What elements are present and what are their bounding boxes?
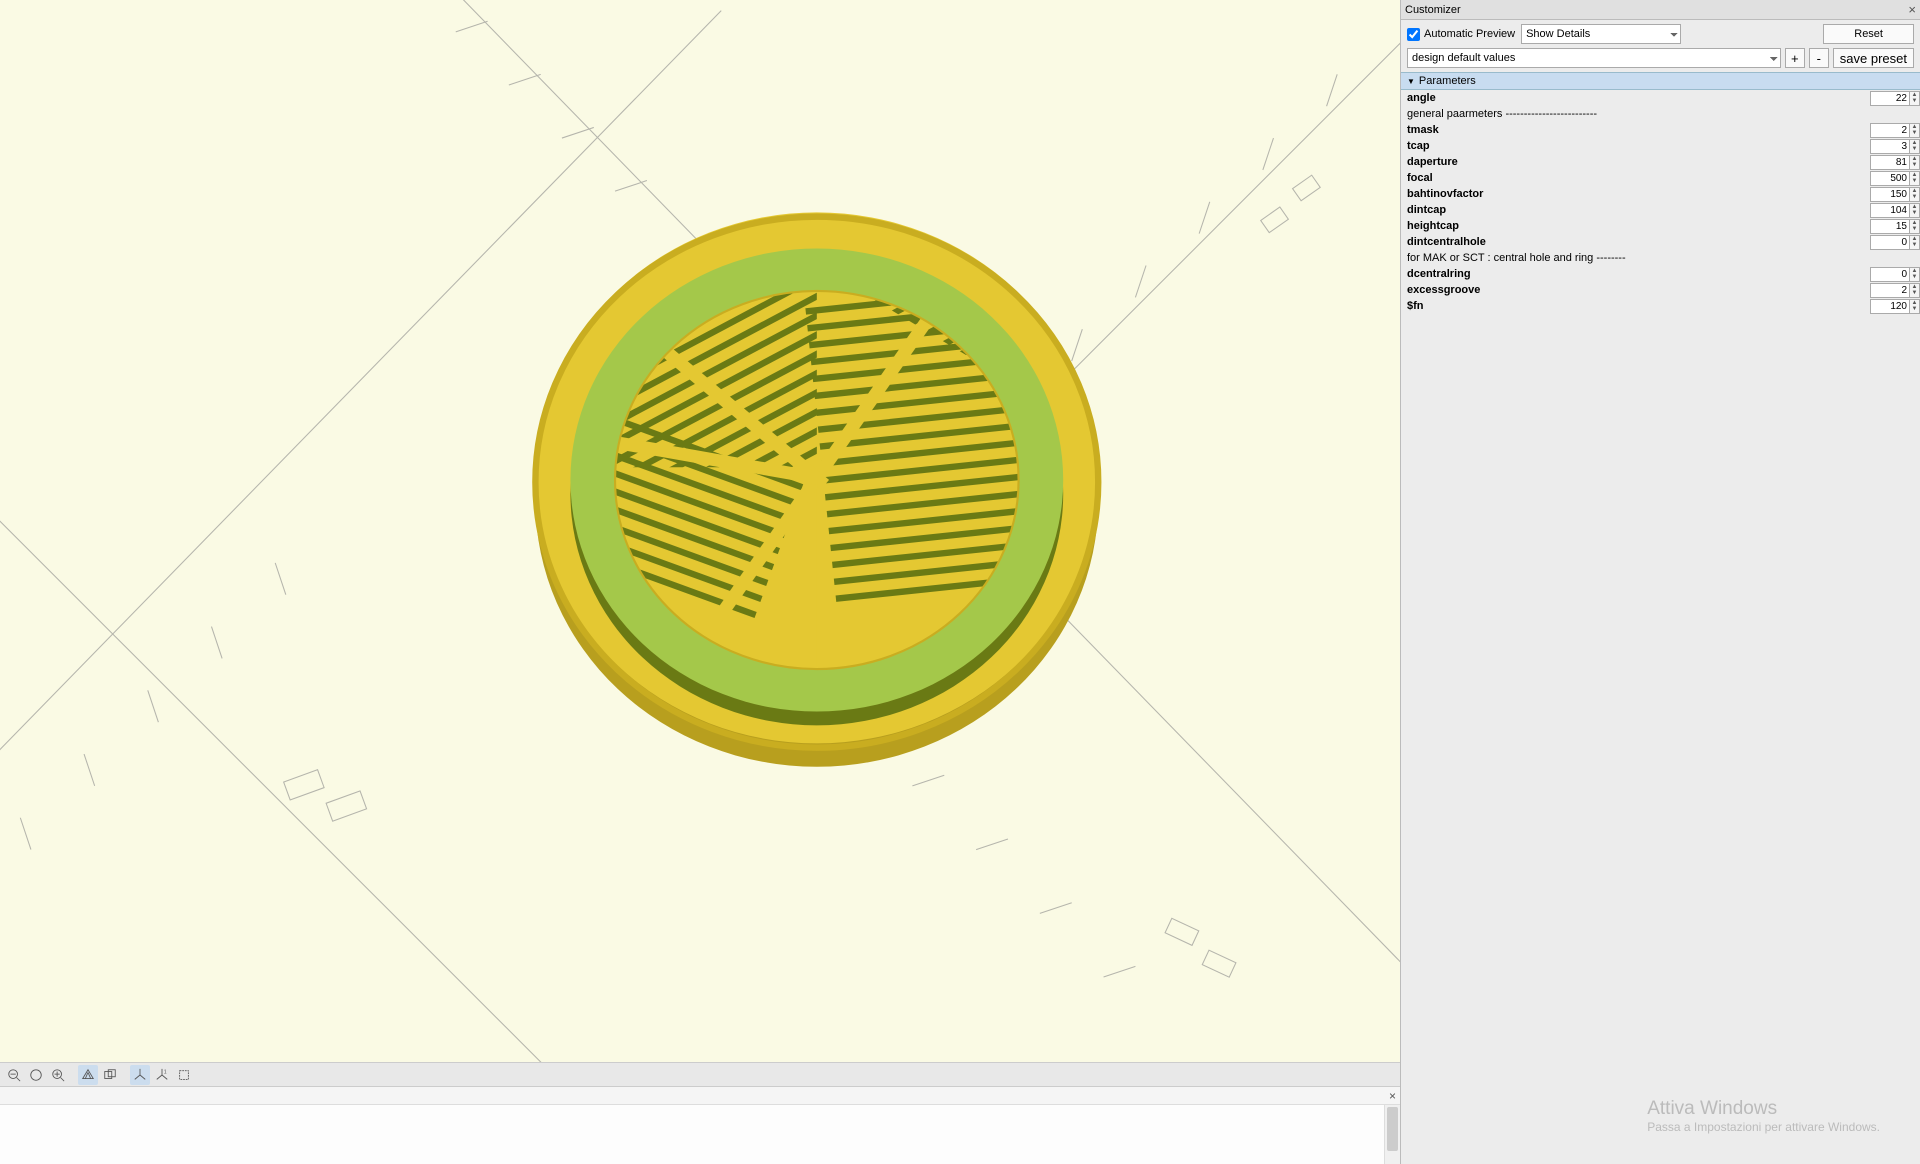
spinner[interactable]: ▲▼	[1910, 235, 1920, 250]
auto-preview-checkbox[interactable]	[1407, 28, 1420, 41]
spinner[interactable]: ▲▼	[1910, 299, 1920, 314]
param-name: $fn	[1407, 300, 1870, 312]
param-value[interactable]: 120	[1870, 299, 1910, 314]
svg-text:1: 1	[164, 1069, 167, 1075]
param-row: bahtinovfactor150▲▼	[1401, 186, 1920, 202]
param-value[interactable]: 104	[1870, 203, 1910, 218]
parameters-header[interactable]: ▼ Parameters	[1401, 72, 1920, 90]
param-name: excessgroove	[1407, 284, 1870, 296]
close-icon[interactable]: ×	[1908, 2, 1916, 17]
param-row: heightcap15▲▼	[1401, 218, 1920, 234]
param-row: dintcap104▲▼	[1401, 202, 1920, 218]
reset-button[interactable]: Reset	[1823, 24, 1914, 44]
auto-preview-toggle[interactable]: Automatic Preview	[1407, 28, 1515, 41]
show-crosshair-icon[interactable]	[174, 1065, 194, 1085]
spinner[interactable]: ▲▼	[1910, 267, 1920, 282]
param-row: dintcentralhole0▲▼	[1401, 234, 1920, 250]
spinner[interactable]: ▲▼	[1910, 283, 1920, 298]
param-row: general paarmeters ---------------------…	[1401, 106, 1920, 122]
param-value[interactable]: 81	[1870, 155, 1910, 170]
param-value[interactable]: 0	[1870, 267, 1910, 282]
console-close-icon[interactable]: ×	[1389, 1089, 1396, 1103]
collapse-icon: ▼	[1407, 77, 1415, 86]
spinner[interactable]: ▲▼	[1910, 171, 1920, 186]
windows-watermark: Attiva Windows Passa a Impostazioni per …	[1647, 1098, 1880, 1134]
preset-remove-button[interactable]: -	[1809, 48, 1829, 68]
param-row: focal500▲▼	[1401, 170, 1920, 186]
param-row: angle22▲▼	[1401, 90, 1920, 106]
zoom-fit-icon[interactable]	[26, 1065, 46, 1085]
param-row: $fn120▲▼	[1401, 298, 1920, 314]
parameters-label: Parameters	[1419, 75, 1476, 87]
details-select[interactable]: Show Details	[1521, 24, 1681, 44]
preset-add-button[interactable]: +	[1785, 48, 1805, 68]
auto-preview-label: Automatic Preview	[1424, 28, 1515, 40]
param-value[interactable]: 22	[1870, 91, 1910, 106]
spinner[interactable]: ▲▼	[1910, 123, 1920, 138]
save-preset-button[interactable]: save preset	[1833, 48, 1914, 68]
param-row: daperture81▲▼	[1401, 154, 1920, 170]
param-row: excessgroove2▲▼	[1401, 282, 1920, 298]
spinner[interactable]: ▲▼	[1910, 155, 1920, 170]
customizer-panel: Customizer × Automatic Preview Show Deta…	[1400, 0, 1920, 1164]
console-scrollbar[interactable]	[1384, 1105, 1400, 1164]
param-row: tcap3▲▼	[1401, 138, 1920, 154]
customizer-title: Customizer	[1405, 4, 1461, 16]
spinner[interactable]: ▲▼	[1910, 203, 1920, 218]
spinner[interactable]: ▲▼	[1910, 139, 1920, 154]
3d-viewport[interactable]	[0, 0, 1400, 1062]
param-value[interactable]: 2	[1870, 283, 1910, 298]
param-value[interactable]: 500	[1870, 171, 1910, 186]
param-name: dintcap	[1407, 204, 1870, 216]
param-name: heightcap	[1407, 220, 1870, 232]
spinner[interactable]: ▲▼	[1910, 187, 1920, 202]
preset-select[interactable]: design default values	[1407, 48, 1781, 68]
zoom-in-icon[interactable]	[48, 1065, 68, 1085]
view-perspective-icon[interactable]	[78, 1065, 98, 1085]
param-name: dcentralring	[1407, 268, 1870, 280]
view-toolbar: 1	[0, 1062, 1400, 1086]
param-name: focal	[1407, 172, 1870, 184]
param-name: general paarmeters ---------------------…	[1407, 108, 1920, 120]
param-row: for MAK or SCT : central hole and ring -…	[1401, 250, 1920, 266]
param-name: angle	[1407, 92, 1870, 104]
param-value[interactable]: 0	[1870, 235, 1910, 250]
console	[0, 1104, 1400, 1164]
param-value[interactable]: 15	[1870, 219, 1910, 234]
param-name: tmask	[1407, 124, 1870, 136]
param-name: for MAK or SCT : central hole and ring -…	[1407, 252, 1920, 264]
show-scale-icon[interactable]: 1	[152, 1065, 172, 1085]
spinner[interactable]: ▲▼	[1910, 91, 1920, 106]
param-row: tmask2▲▼	[1401, 122, 1920, 138]
spinner[interactable]: ▲▼	[1910, 219, 1920, 234]
param-value[interactable]: 2	[1870, 123, 1910, 138]
param-name: tcap	[1407, 140, 1870, 152]
zoom-out-icon[interactable]	[4, 1065, 24, 1085]
view-ortho-icon[interactable]	[100, 1065, 120, 1085]
parameter-list: angle22▲▼general paarmeters ------------…	[1401, 90, 1920, 314]
param-value[interactable]: 150	[1870, 187, 1910, 202]
param-name: bahtinovfactor	[1407, 188, 1870, 200]
param-name: dintcentralhole	[1407, 236, 1870, 248]
param-value[interactable]: 3	[1870, 139, 1910, 154]
show-axes-icon[interactable]	[130, 1065, 150, 1085]
console-header: ×	[0, 1086, 1400, 1104]
param-row: dcentralring0▲▼	[1401, 266, 1920, 282]
param-name: daperture	[1407, 156, 1870, 168]
